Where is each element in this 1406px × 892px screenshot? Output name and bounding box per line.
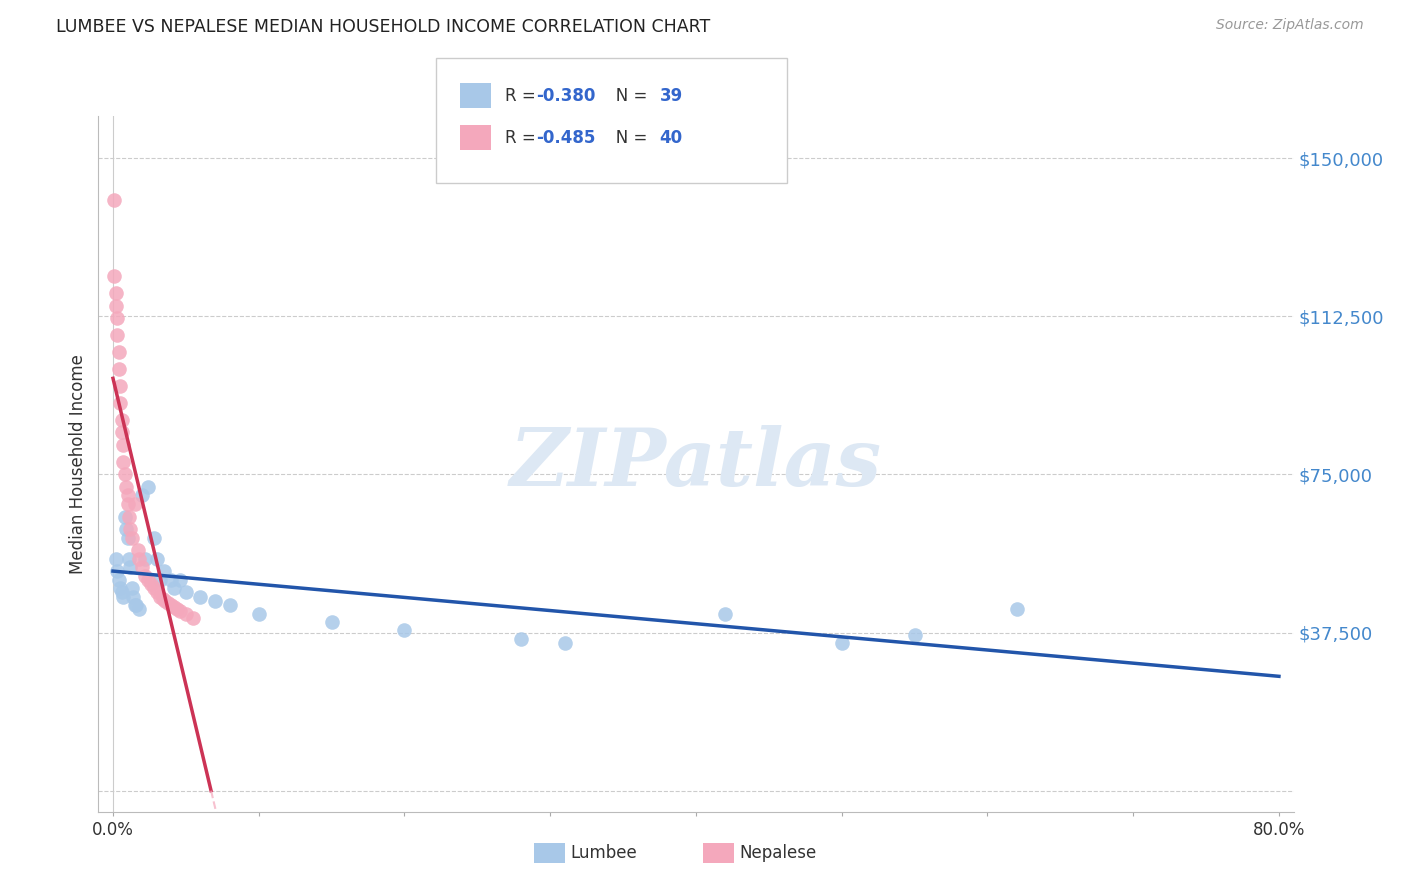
Point — [108, 345, 131, 359]
Text: 40: 40 — [659, 129, 682, 147]
Point — [104, 299, 127, 313]
Point — [125, 598, 148, 612]
Point — [112, 438, 135, 452]
Point — [128, 551, 150, 566]
Point — [134, 551, 156, 566]
Point — [114, 467, 136, 482]
Text: R =: R = — [505, 87, 541, 105]
Y-axis label: Median Household Income: Median Household Income — [69, 354, 87, 574]
Text: R =: R = — [505, 129, 541, 147]
Point — [117, 531, 139, 545]
Point — [149, 590, 172, 604]
Point — [104, 286, 127, 301]
Point — [160, 598, 183, 612]
Text: N =: N = — [600, 87, 652, 105]
Text: -0.380: -0.380 — [536, 87, 595, 105]
Point — [155, 594, 177, 608]
Point — [152, 591, 174, 606]
Point — [121, 581, 143, 595]
Point — [127, 543, 149, 558]
Point — [110, 395, 132, 409]
Point — [139, 577, 162, 591]
Point — [122, 590, 145, 604]
Point — [103, 194, 125, 208]
Text: Source: ZipAtlas.com: Source: ZipAtlas.com — [1216, 18, 1364, 32]
Point — [108, 573, 131, 587]
Point — [554, 636, 576, 650]
Text: ZIPatlas: ZIPatlas — [510, 425, 882, 502]
Point — [115, 522, 138, 536]
Point — [117, 488, 139, 502]
Point — [111, 425, 134, 440]
Point — [190, 590, 212, 604]
Text: 39: 39 — [659, 87, 683, 105]
Point — [112, 455, 135, 469]
Point — [321, 615, 343, 629]
Point — [120, 522, 142, 536]
Point — [714, 607, 737, 621]
Point — [131, 488, 153, 502]
Point — [204, 594, 226, 608]
Point — [121, 531, 143, 545]
Point — [163, 600, 186, 615]
Point — [111, 412, 134, 426]
Point — [166, 602, 188, 616]
Point — [153, 565, 176, 579]
Point — [169, 604, 191, 618]
Point — [120, 560, 142, 574]
Point — [149, 573, 172, 587]
Point — [108, 362, 131, 376]
Point — [105, 328, 128, 343]
Point — [903, 627, 925, 641]
Point — [124, 598, 146, 612]
Point — [110, 379, 132, 393]
Point — [163, 581, 186, 595]
Point — [112, 590, 135, 604]
Point — [117, 497, 139, 511]
Point — [136, 480, 159, 494]
Point — [160, 573, 183, 587]
Point — [115, 480, 138, 494]
Text: N =: N = — [600, 129, 652, 147]
Point — [110, 581, 132, 595]
Text: LUMBEE VS NEPALESE MEDIAN HOUSEHOLD INCOME CORRELATION CHART: LUMBEE VS NEPALESE MEDIAN HOUSEHOLD INCO… — [56, 18, 710, 36]
Point — [510, 632, 533, 646]
Point — [111, 585, 134, 599]
Point — [114, 509, 136, 524]
Point — [145, 551, 167, 566]
Point — [247, 607, 270, 621]
Text: Nepalese: Nepalese — [740, 844, 817, 862]
Text: -0.485: -0.485 — [536, 129, 595, 147]
Point — [105, 311, 128, 326]
Point — [181, 611, 204, 625]
Point — [142, 531, 165, 545]
Point — [831, 636, 853, 650]
Point — [157, 596, 180, 610]
Point — [118, 509, 141, 524]
Point — [169, 573, 191, 587]
Point — [174, 585, 197, 599]
Point — [174, 607, 197, 621]
Point — [1005, 602, 1028, 616]
Point — [104, 551, 127, 566]
Point — [131, 560, 153, 574]
Point — [105, 565, 128, 579]
Point — [394, 624, 416, 638]
Point — [142, 581, 165, 595]
Point — [118, 551, 141, 566]
Point — [136, 573, 159, 587]
Point — [145, 585, 167, 599]
Point — [134, 568, 156, 582]
Point — [128, 602, 150, 616]
Point — [124, 497, 146, 511]
Point — [103, 269, 125, 284]
Text: Lumbee: Lumbee — [571, 844, 637, 862]
Point — [218, 598, 240, 612]
